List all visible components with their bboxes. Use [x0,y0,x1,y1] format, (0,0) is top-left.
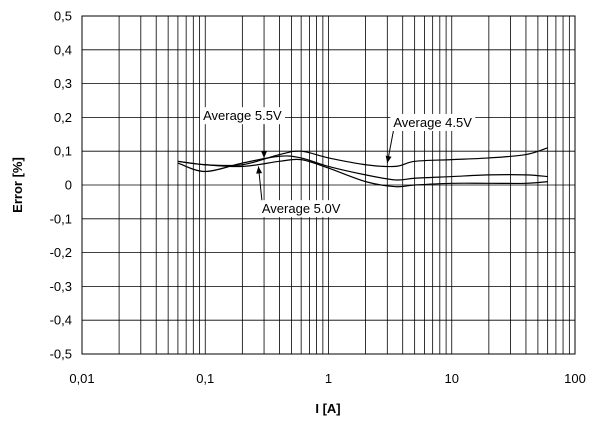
y-tick-label: -0,3 [50,279,72,294]
plot-frame [81,15,576,355]
annotation-2: Average 4.5V [385,113,476,164]
y-tick-label: -0,5 [50,347,72,362]
annotation-label: Average 4.5V [393,115,472,130]
y-tick-label: -0,1 [50,211,72,226]
x-tick-label: 1 [325,371,332,386]
annotation-label: Average 5.0V [262,201,341,216]
y-tick-label: 0,3 [54,76,72,91]
chart-annotations: Average 5.5V Average 4.5V Average 5.0V [200,107,476,218]
series-line-1 [177,147,548,168]
y-tick-label: -0,2 [50,245,72,260]
y-tick-label: 0,1 [54,144,72,159]
annotation-label-background [258,200,344,218]
x-tick-label: 0,1 [196,371,214,386]
series-line-3 [177,158,548,188]
chart-series [177,147,548,188]
annotation-label-background [200,107,285,125]
y-tick-label: 0,5 [54,9,72,24]
x-tick-label: 10 [445,371,459,386]
y-tick-label: -0,4 [50,313,72,328]
chart-grid [81,15,575,355]
annotation-label: Average 5.5V [203,108,282,123]
y-tick-label: 0,4 [54,42,72,57]
y-axis-label: Error [%] [10,157,25,213]
annotation-3: Average 5.0V [256,166,344,218]
annotation-arrowhead [385,155,392,164]
annotation-arrowhead [256,166,263,174]
x-tick-label: 100 [564,371,586,386]
x-axis-label: I [A] [315,401,340,416]
annotation-1: Average 5.5V [200,107,285,158]
x-tick-label: 0,01 [69,371,94,386]
annotation-label-background [390,113,476,131]
y-tick-label: 0 [65,178,72,193]
y-tick-label: 0,2 [54,110,72,125]
annotation-arrowhead [261,150,268,158]
chart-tick-labels: 0,5 0,4 0,3 0,2 0,1 0 -0,1 -0,2 -0,3 -0,4 -0,5 0,01… [50,9,586,387]
series-line-2 [177,155,548,181]
